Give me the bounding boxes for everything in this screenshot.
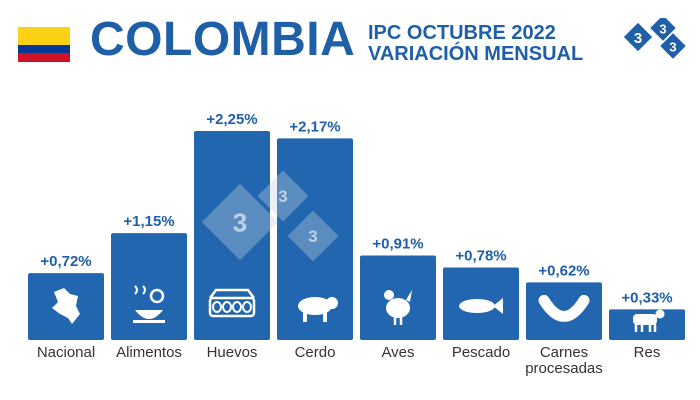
- category-label: Nacional: [37, 344, 95, 361]
- egg-carton-icon: [208, 288, 256, 318]
- watermark-diamond: [201, 183, 279, 261]
- value-label: +2,17%: [289, 118, 340, 135]
- logo-digit-2: 3: [659, 22, 666, 37]
- value-label: +0,62%: [538, 262, 589, 279]
- logo-digit-3: 3: [669, 40, 676, 55]
- food-dishes-icon: [133, 285, 165, 323]
- logo-diamond-3: 3: [660, 33, 686, 59]
- cow-icon: [633, 309, 665, 332]
- value-label: +1,15%: [123, 213, 174, 230]
- bar-aves: [360, 255, 436, 340]
- logo-diamond-1: 3: [623, 22, 653, 52]
- sausage-icon: [538, 294, 590, 322]
- flag-red-stripe: [18, 53, 70, 62]
- value-label: +0,33%: [621, 289, 672, 306]
- watermark-digit: 3: [278, 187, 287, 206]
- colombia-flag: [18, 27, 70, 62]
- flag-yellow-stripe: [18, 27, 70, 45]
- watermark-digit: 3: [308, 227, 317, 246]
- fish-icon: [459, 298, 503, 314]
- category-label: Cerdo: [295, 344, 336, 361]
- category-label: procesadas: [525, 360, 603, 377]
- bar-huevos: [194, 131, 270, 340]
- value-label: +2,25%: [206, 111, 257, 128]
- bar-cerdo: [277, 138, 353, 340]
- watermark-digit: 3: [233, 207, 247, 237]
- value-label: +0,72%: [40, 253, 91, 270]
- colombia-map-icon: [52, 288, 80, 324]
- value-label: +0,78%: [455, 248, 506, 265]
- logo-digit-1: 3: [634, 30, 642, 47]
- category-label: Aves: [381, 344, 414, 361]
- category-label: Res: [634, 344, 661, 361]
- logo-diamond-2: 3: [650, 18, 676, 41]
- category-label: Pescado: [452, 344, 510, 361]
- subtitle-line-1: IPC OCTUBRE 2022: [368, 22, 556, 44]
- chart-subtitle: IPC OCTUBRE 2022 VARIACIÓN MENSUAL: [368, 23, 583, 65]
- category-label: Alimentos: [116, 344, 182, 361]
- flag-blue-stripe: [18, 44, 70, 54]
- category-label: Carnes: [540, 344, 588, 361]
- subtitle-line-2: VARIACIÓN MENSUAL: [368, 43, 584, 65]
- pig-icon: [298, 297, 338, 322]
- page-title: COLOMBIA: [90, 13, 356, 66]
- category-label: Huevos: [207, 344, 258, 361]
- brand-logo: 3 3 3: [623, 18, 686, 59]
- value-label: +0,91%: [372, 235, 423, 252]
- chicken-icon: [384, 290, 412, 325]
- bar-alimentos: [111, 233, 187, 340]
